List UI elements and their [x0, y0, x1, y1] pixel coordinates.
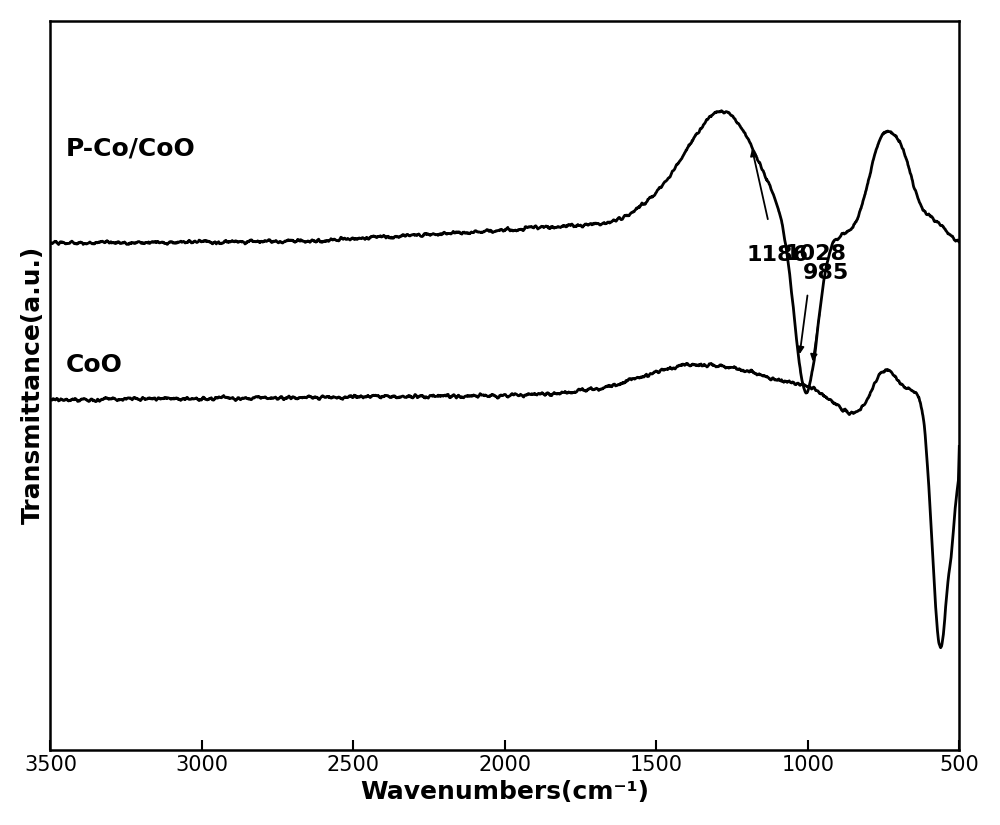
Y-axis label: Transmittance(a.u.): Transmittance(a.u.)	[21, 246, 45, 525]
Text: P-Co/CoO: P-Co/CoO	[66, 137, 195, 161]
Text: 985: 985	[803, 262, 849, 283]
Text: 1186: 1186	[747, 245, 809, 265]
X-axis label: Wavenumbers(cm⁻¹): Wavenumbers(cm⁻¹)	[360, 780, 649, 804]
Text: 1028: 1028	[784, 243, 846, 263]
Text: CoO: CoO	[66, 352, 122, 376]
